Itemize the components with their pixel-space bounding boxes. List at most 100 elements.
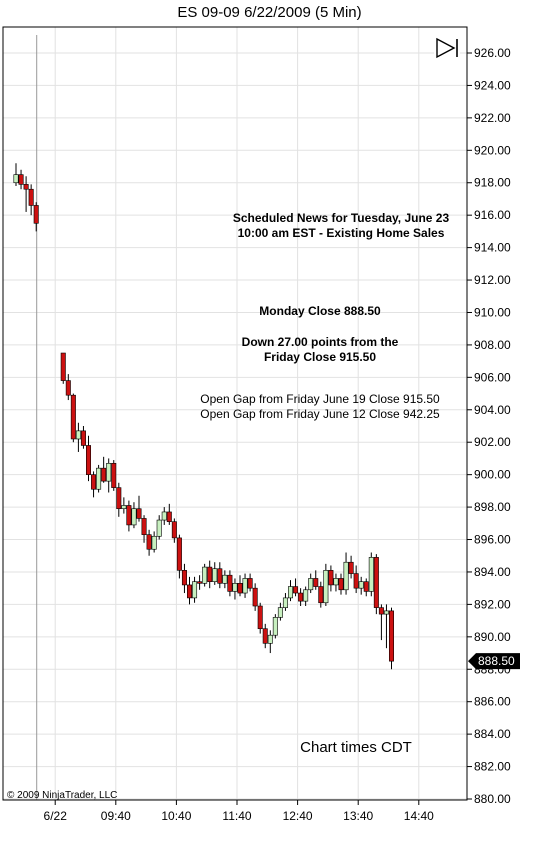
- candle-body-up: [333, 578, 339, 586]
- y-tick-label: 924.00: [474, 78, 511, 92]
- candle-body-down: [65, 380, 71, 396]
- x-tick-label: 11:40: [222, 809, 251, 823]
- candle: [70, 393, 76, 443]
- y-tick-label: 918.00: [474, 176, 511, 190]
- candle-body-up: [242, 578, 248, 594]
- candle: [197, 575, 203, 590]
- candle-body-up: [161, 511, 167, 521]
- candle: [141, 515, 147, 543]
- candle-body-up: [212, 568, 218, 582]
- y-tick-label: 892.00: [474, 597, 511, 611]
- candle: [373, 554, 379, 615]
- candle-body-up: [106, 462, 112, 482]
- candle-body-down: [207, 566, 213, 582]
- candle: [262, 623, 268, 649]
- candle-body-down: [227, 574, 233, 592]
- candle: [282, 593, 288, 611]
- chart-times-note: Chart times CDT: [300, 739, 412, 756]
- candle: [353, 565, 359, 594]
- candle: [207, 560, 213, 589]
- candle-body-down: [91, 474, 97, 490]
- y-tick-label: 880.00: [474, 792, 511, 806]
- candle-body-down: [328, 570, 334, 586]
- candle: [13, 163, 19, 186]
- candle-body-down: [262, 628, 268, 644]
- scroll-end-icon[interactable]: [434, 36, 460, 60]
- x-tick-label: 13:40: [343, 809, 373, 823]
- candle-body-down: [318, 586, 324, 604]
- candle-body-down: [388, 610, 394, 662]
- candle: [166, 503, 172, 525]
- candle-body-up: [131, 508, 137, 526]
- candle-body-down: [101, 467, 107, 482]
- candle: [151, 531, 157, 553]
- candle: [23, 176, 29, 212]
- last-price-label: 888.50: [478, 654, 515, 668]
- y-tick-label: 916.00: [474, 208, 511, 222]
- candle: [333, 573, 339, 592]
- candle: [363, 578, 369, 597]
- candle-body-down: [60, 352, 66, 381]
- candle: [267, 630, 273, 654]
- candle: [287, 580, 293, 602]
- candle-body-up: [156, 519, 162, 537]
- candle-body-down: [338, 578, 344, 591]
- candle-body-down: [136, 508, 142, 519]
- candle-body-down: [86, 445, 92, 475]
- candle: [96, 464, 102, 493]
- candle: [378, 604, 384, 641]
- x-tick-label: 14:40: [404, 809, 434, 823]
- candle-body-up: [358, 581, 364, 589]
- candle-body-up: [343, 561, 349, 591]
- candle: [202, 563, 208, 587]
- candle-body-down: [378, 607, 384, 615]
- x-tick-label: 12:40: [283, 809, 313, 823]
- candle: [111, 460, 117, 491]
- candle: [388, 607, 394, 670]
- candle-body-down: [176, 537, 182, 571]
- candle: [146, 529, 152, 556]
- candle-body-down: [237, 583, 243, 594]
- candle: [232, 578, 238, 600]
- chart-title: ES 09-09 6/22/2009 (5 Min): [177, 4, 362, 21]
- y-tick-label: 926.00: [474, 46, 511, 60]
- candle: [18, 169, 24, 190]
- y-tick-label: 908.00: [474, 338, 511, 352]
- candle: [176, 534, 182, 579]
- candle: [131, 502, 137, 529]
- candle: [217, 562, 223, 589]
- candle-body-down: [247, 578, 253, 589]
- y-tick-label: 896.00: [474, 533, 511, 547]
- candle: [75, 422, 81, 452]
- candle-body-down: [33, 205, 39, 224]
- candle-body-down: [23, 184, 29, 190]
- candle: [181, 563, 187, 594]
- candle: [80, 426, 86, 449]
- candle-body-up: [232, 583, 238, 592]
- candle: [227, 570, 233, 597]
- x-axis-ticks: 6/22 09:40 10:40 11:40 12:40 13:40 14:40: [44, 800, 434, 823]
- candle: [277, 602, 283, 621]
- candle-body-up: [383, 610, 389, 615]
- candle: [33, 202, 39, 232]
- candle-body-up: [151, 535, 157, 550]
- candle-body-down: [28, 188, 34, 206]
- candle: [298, 588, 304, 607]
- candle-body-down: [166, 511, 172, 522]
- candle-body-down: [373, 557, 379, 608]
- candle: [28, 184, 34, 216]
- candle: [136, 495, 142, 522]
- candle: [272, 614, 278, 639]
- y-tick-label: 910.00: [474, 305, 511, 319]
- y-tick-label: 886.00: [474, 695, 511, 709]
- y-tick-label: 882.00: [474, 760, 511, 774]
- candle: [242, 573, 248, 598]
- candle-body-down: [111, 462, 117, 488]
- candle-body-up: [308, 578, 314, 591]
- y-tick-label: 904.00: [474, 403, 511, 417]
- candle-body-down: [197, 581, 203, 584]
- candle-body-up: [192, 581, 198, 599]
- x-tick-label: 10:40: [161, 809, 191, 823]
- candle: [86, 435, 92, 482]
